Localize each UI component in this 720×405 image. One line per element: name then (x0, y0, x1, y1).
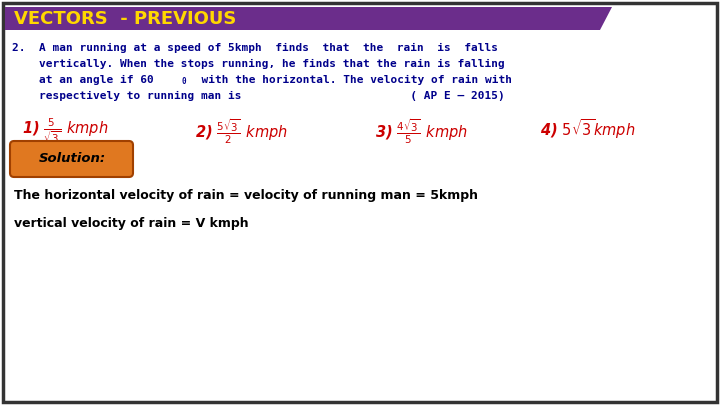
FancyBboxPatch shape (10, 141, 133, 177)
Text: 1) $\frac{5}{\sqrt{3}}$ $kmph$: 1) $\frac{5}{\sqrt{3}}$ $kmph$ (22, 117, 109, 146)
Text: 2) $\frac{5\sqrt{3}}{2}$ $kmph$: 2) $\frac{5\sqrt{3}}{2}$ $kmph$ (195, 117, 288, 146)
Polygon shape (5, 7, 612, 30)
Text: at an angle if 60: at an angle if 60 (12, 75, 154, 85)
Text: 2.  A man running at a speed of 5kmph  finds  that  the  rain  is  falls: 2. A man running at a speed of 5kmph fin… (12, 43, 498, 53)
Text: 4) $5\sqrt{3}kmph$: 4) $5\sqrt{3}kmph$ (540, 117, 635, 141)
Text: The horizontal velocity of rain = velocity of running man = 5kmph: The horizontal velocity of rain = veloci… (14, 189, 478, 202)
Text: vertical velocity of rain = V kmph: vertical velocity of rain = V kmph (14, 217, 248, 230)
Text: Solution:: Solution: (38, 153, 106, 166)
Text: 0: 0 (181, 77, 186, 86)
Text: VECTORS  - PREVIOUS: VECTORS - PREVIOUS (14, 10, 236, 28)
Text: with the horizontal. The velocity of rain with: with the horizontal. The velocity of rai… (188, 75, 512, 85)
Text: respectively to running man is                         ( AP E – 2015): respectively to running man is ( AP E – … (12, 91, 505, 101)
Text: vertically. When the stops running, he finds that the rain is falling: vertically. When the stops running, he f… (12, 59, 505, 69)
Text: 3) $\frac{4\sqrt{3}}{5}$ $kmph$: 3) $\frac{4\sqrt{3}}{5}$ $kmph$ (375, 117, 468, 146)
